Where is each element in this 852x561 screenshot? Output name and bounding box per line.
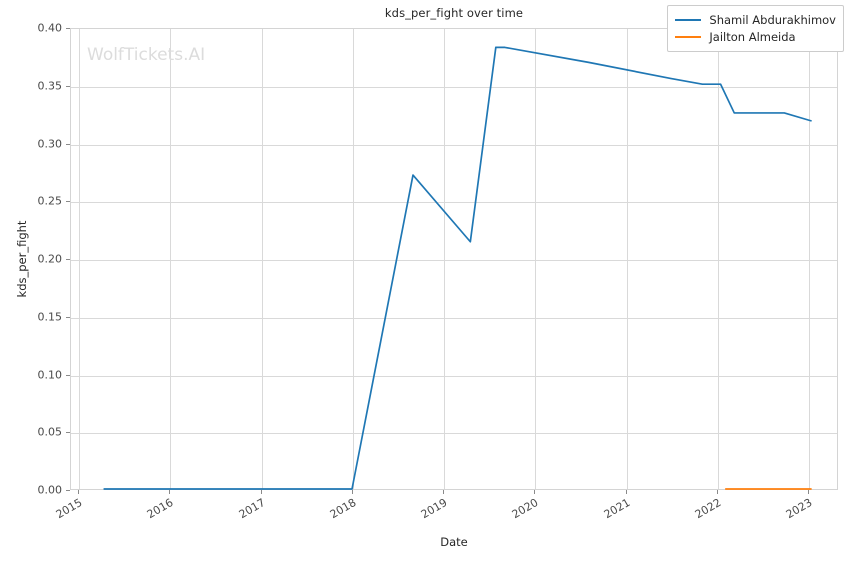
- gridline-horizontal: [71, 317, 837, 319]
- y-axis-tick-marks: [0, 28, 70, 491]
- x-axis-tick-mark: [716, 490, 718, 494]
- x-axis-tick-label: 2015: [53, 496, 85, 522]
- y-axis-tick-label: 0.10: [37, 368, 63, 381]
- gridline-vertical: [626, 29, 628, 489]
- x-axis-tick-mark: [169, 490, 171, 494]
- legend-color-swatch: [675, 18, 702, 21]
- chart-legend: Shamil Abdurakhimov Jailton Almeida: [667, 5, 844, 52]
- gridline-vertical: [170, 29, 172, 489]
- x-axis-label: Date: [440, 535, 468, 549]
- y-axis-tick-label: 0.30: [37, 137, 63, 150]
- series-line: [103, 46, 812, 490]
- y-axis-tick-label: 0.20: [37, 252, 63, 266]
- y-axis-tick-mark: [66, 201, 70, 203]
- y-axis-tick-labels: 0.00 0.05 0.10 0.15 0.20 0.25 0.30 0.35 0.40: [0, 22, 63, 497]
- y-axis-tick-mark: [66, 432, 70, 434]
- y-axis-tick-mark: [66, 259, 70, 260]
- legend-item-label: Shamil Abdurakhimov: [709, 12, 836, 27]
- plot-area: WolfTickets.AI: [70, 28, 838, 490]
- x-axis-tick-label: 2017: [236, 496, 267, 522]
- chart-title: kds_per_fight over time: [384, 6, 524, 20]
- gridline-vertical: [717, 29, 719, 489]
- x-axis-tick-label: 2016: [145, 496, 176, 522]
- x-axis-tick-label: 2022: [692, 496, 724, 522]
- y-axis-tick-mark: [66, 374, 70, 376]
- x-axis-tick-mark: [443, 490, 444, 494]
- y-axis-tick-mark: [66, 85, 70, 87]
- gridline-horizontal: [71, 433, 837, 435]
- gridline-horizontal: [71, 202, 837, 204]
- x-axis-tick-mark: [260, 490, 262, 494]
- y-axis-tick-label: 0.15: [37, 310, 63, 324]
- x-axis-tick-label: 2019: [418, 496, 450, 522]
- y-axis-tick-label: 0.35: [37, 79, 63, 93]
- legend-item-label: Jailton Almeida: [709, 29, 796, 44]
- gridline-vertical: [535, 29, 537, 489]
- gridline-vertical: [261, 29, 263, 489]
- data-series-layer: [103, 46, 812, 490]
- x-axis-tick-label: 2021: [601, 496, 632, 522]
- legend-color-swatch: [675, 35, 702, 38]
- x-axis-tick-mark: [808, 490, 809, 494]
- x-axis-tick-label: 2023: [783, 496, 815, 522]
- x-axis-tick-mark: [351, 490, 353, 494]
- x-axis-tick-mark: [625, 490, 627, 494]
- legend-item[interactable]: Shamil Abdurakhimov: [675, 11, 836, 28]
- x-axis-tick-mark: [78, 490, 79, 494]
- y-axis-tick-label: 0.25: [37, 194, 63, 208]
- y-axis-tick-mark: [66, 316, 70, 318]
- y-axis-tick-label: 0.40: [37, 21, 63, 35]
- legend-item[interactable]: Jailton Almeida: [675, 28, 836, 45]
- gridline-vertical: [79, 29, 80, 489]
- x-axis-tick-labels: 2015 2016 2017 2018 2019 2020 2021 2022 2023: [54, 494, 838, 534]
- gridline-horizontal: [71, 260, 837, 261]
- y-axis-tick-label: 0.00: [37, 483, 63, 497]
- gridline-horizontal: [71, 375, 837, 377]
- gridline-vertical: [809, 29, 810, 489]
- gridline-horizontal: [71, 86, 837, 88]
- y-axis-tick-mark: [66, 143, 70, 145]
- gridline-horizontal: [71, 144, 837, 146]
- x-axis-tick-mark: [534, 490, 536, 494]
- x-axis-tick-label: 2018: [327, 496, 359, 522]
- gridline-vertical: [352, 29, 354, 489]
- y-axis-tick-mark: [66, 28, 70, 29]
- x-axis-tick-marks: [70, 490, 838, 496]
- y-axis-tick-mark: [66, 490, 70, 491]
- y-axis-tick-label: 0.05: [37, 425, 63, 439]
- gridline-vertical: [444, 29, 445, 489]
- x-axis-tick-label: 2020: [510, 496, 541, 522]
